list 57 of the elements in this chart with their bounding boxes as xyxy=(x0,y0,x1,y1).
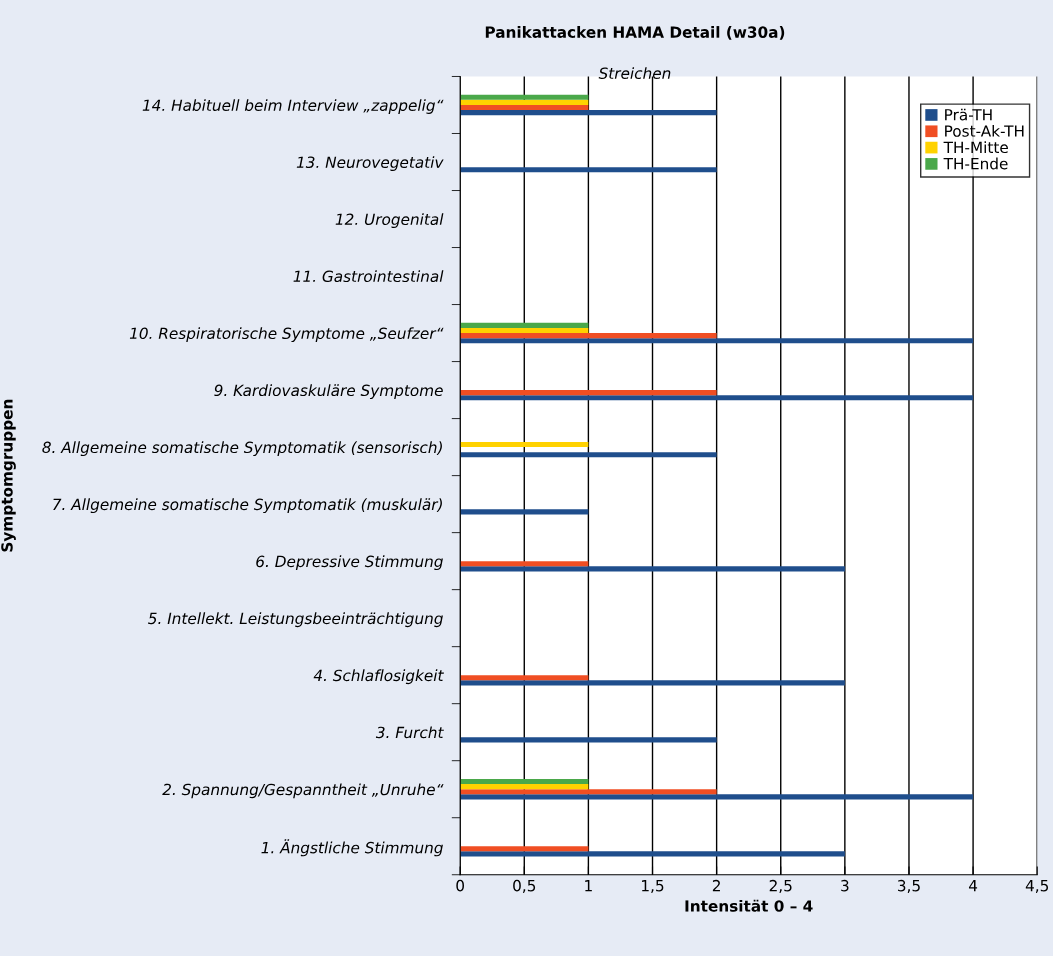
x-tick-label: 4,5 xyxy=(1025,880,1049,893)
bar xyxy=(460,333,717,339)
bar xyxy=(460,789,717,795)
bar xyxy=(460,395,974,401)
bar xyxy=(460,509,589,515)
bar xyxy=(460,322,589,328)
bar xyxy=(460,327,589,334)
bar xyxy=(460,784,589,790)
bar xyxy=(460,566,845,572)
y-tick-label: 5. Intellekt. Leistungsbeeinträchtigung xyxy=(148,612,443,628)
y-tick-label: 6. Depressive Stimmung xyxy=(256,555,443,571)
bar xyxy=(460,794,974,800)
x-tick-label: 0 xyxy=(456,879,465,892)
legend-label: Post-Ak-TH xyxy=(945,124,1024,137)
bar xyxy=(460,680,845,686)
x-tick-label: 2 xyxy=(712,879,720,892)
chart-title: Panikattacken HAMA Detail (w30a) xyxy=(485,26,785,40)
bar xyxy=(460,737,717,743)
x-tick-label: 3,5 xyxy=(897,879,920,893)
y-tick-label: 9. Kardiovaskuläre Symptome xyxy=(214,384,443,400)
bar xyxy=(460,104,589,111)
x-tick-label: 2,5 xyxy=(769,879,792,893)
legend-label: TH-Mitte xyxy=(943,141,1008,154)
bar xyxy=(460,99,589,105)
chart-subtitle: Streichen xyxy=(598,67,671,79)
bar xyxy=(460,110,717,116)
x-tick-label: 3 xyxy=(841,879,849,892)
bar xyxy=(460,675,589,681)
y-tick-label: 3. Furcht xyxy=(375,726,444,739)
legend-label: Prä-TH xyxy=(945,108,992,121)
bar xyxy=(460,94,589,100)
bar xyxy=(460,452,717,458)
bar xyxy=(460,561,589,567)
y-tick-label: 14. Habituell beim Interview „zappelig“ xyxy=(142,99,444,114)
x-tick-label: 1,5 xyxy=(642,880,664,893)
y-tick-label: 7. Allgemeine somatische Symptomatik (muskulär) xyxy=(53,498,442,514)
x-tick-label: 1 xyxy=(585,880,592,892)
y-tick-label: 11. Gastrointestinal xyxy=(293,270,444,283)
y-tick-label: 13. Neurovegetativ xyxy=(296,156,444,171)
legend-label: TH-Ende xyxy=(943,157,1008,170)
x-axis-title: Intensität 0 – 4 xyxy=(685,899,813,912)
y-tick-label: 1. Ängstliche Stimmung xyxy=(261,839,443,857)
y-tick-label: 8. Allgemeine somatische Symptomatik (sensorisch) xyxy=(42,441,442,457)
y-tick-label: 4. Schlaflosigkeit xyxy=(313,669,444,685)
x-tick-label: 4 xyxy=(968,880,978,892)
bar xyxy=(460,390,717,396)
y-tick-label: 2. Spannung/Gespanntheit „Unruhe“ xyxy=(162,783,444,799)
bar xyxy=(460,338,974,344)
y-tick-label: 12. Urogenital xyxy=(335,213,444,229)
bar xyxy=(460,167,717,173)
bar xyxy=(460,441,589,448)
x-tick-label: 0,5 xyxy=(513,879,536,893)
bar xyxy=(460,851,845,857)
bar xyxy=(460,778,589,785)
y-axis-title: Symptomgruppen xyxy=(1,399,16,552)
y-tick-label: 10. Respiratorische Symptome „Seufzer“ xyxy=(129,327,444,343)
bar xyxy=(460,846,589,852)
